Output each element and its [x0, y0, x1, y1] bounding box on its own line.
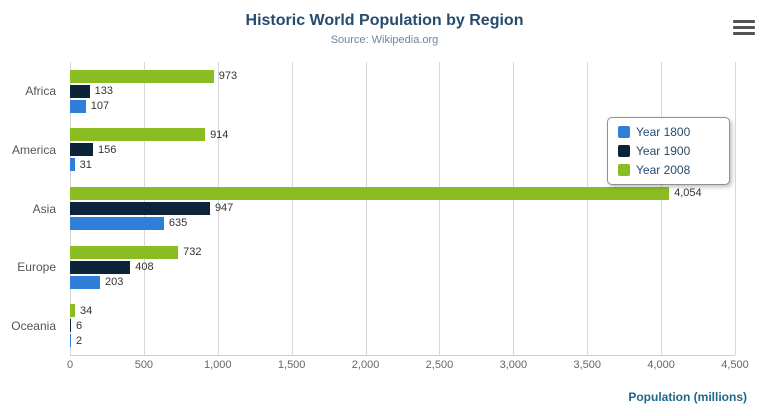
bar-value-label: 34 [80, 304, 93, 317]
category-label: Europe [17, 260, 56, 275]
bar-value-label: 203 [104, 276, 124, 289]
bar-asia-year-1800[interactable] [70, 216, 164, 230]
x-axis-tick-labels: 0 500 1,000 1,500 2,000 2,500 3,000 3,500 4,000 4… [66, 359, 749, 375]
bar-africa-year-2008[interactable] [70, 69, 214, 83]
x-tick-label: 1,000 [204, 359, 232, 371]
bar-line: 732 [70, 245, 735, 259]
bar-europe-year-1900[interactable] [70, 260, 131, 274]
legend-label: Year 1800 [636, 125, 691, 139]
bar-value-label: 973 [218, 70, 238, 83]
gridline [217, 62, 219, 355]
gridline [365, 62, 367, 355]
bar-line: 156 [70, 143, 735, 157]
hamburger-bar [733, 20, 755, 23]
gridline [439, 62, 441, 355]
legend-swatch-year-1800 [618, 126, 630, 138]
bar-asia-year-2008[interactable] [70, 186, 670, 200]
bar-line: 635 [70, 216, 735, 230]
category-label: Oceania [11, 318, 56, 333]
bar-line: 914 [70, 128, 735, 142]
bar-america-year-2008[interactable] [70, 128, 206, 142]
hamburger-bar [733, 26, 755, 29]
bar-group-asia: 4,054 947 635 [70, 179, 735, 238]
bar-value-label: 4,054 [674, 187, 702, 200]
chart-subtitle: Source: Wikipedia.org [330, 34, 439, 46]
bar-line: 4,054 [70, 186, 735, 200]
bar-value-label: 107 [90, 100, 110, 113]
bar-africa-year-1800[interactable] [70, 99, 86, 113]
bar-value-label: 947 [214, 202, 234, 215]
bar-line: 408 [70, 260, 735, 274]
bar-africa-year-1900[interactable] [70, 84, 90, 98]
bar-line: 34 [70, 304, 735, 318]
bar-group-africa: 973 133 107 [70, 62, 735, 121]
x-tick-label: 4,000 [647, 359, 675, 371]
legend-label: Year 2008 [636, 163, 691, 177]
bar-value-label: 2 [76, 334, 83, 347]
bar-line: 6 [70, 319, 735, 333]
x-tick-label: 2,000 [351, 359, 380, 371]
bar-value-label: 408 [135, 261, 154, 274]
x-axis-line [70, 355, 735, 356]
bar-value-label: 31 [79, 158, 92, 171]
legend-swatch-year-2008 [618, 164, 630, 176]
bar-group-europe: 732 408 203 [70, 238, 735, 297]
bar-group-oceania: 34 6 2 [70, 296, 735, 355]
bar-value-label: 6 [76, 319, 83, 332]
bar-value-label: 732 [183, 246, 202, 259]
gridline [661, 62, 663, 355]
legend-item-year-2008[interactable]: Year 2008 [618, 163, 719, 177]
plot-area: 973 133 107 914 156 31 4,054 947 635 732 408 203 34 6… [70, 62, 736, 356]
bar-value-label: 635 [168, 217, 188, 230]
bar-europe-year-1800[interactable] [70, 275, 100, 289]
bar-line: 203 [70, 275, 735, 289]
legend: Year 1800 Year 1900 Year 2008 [607, 117, 730, 185]
x-tick-label: 1,500 [277, 359, 306, 371]
legend-label: Year 1900 [636, 144, 691, 158]
bar-america-year-1800[interactable] [70, 158, 75, 172]
bar-value-label: 156 [98, 143, 117, 156]
bar-group-america: 914 156 31 [70, 121, 735, 180]
bar-line: 31 [70, 158, 735, 172]
category-label: Africa [25, 84, 56, 99]
x-tick-label: 2,500 [425, 359, 454, 371]
bar-line: 107 [70, 99, 735, 113]
category-label: America [11, 142, 56, 157]
x-tick-label: 500 [134, 359, 154, 371]
legend-item-year-1800[interactable]: Year 1800 [618, 125, 719, 139]
x-tick-label: 3,500 [573, 359, 601, 371]
hamburger-menu-icon[interactable] [733, 20, 755, 35]
bar-line: 973 [70, 69, 735, 83]
chart-title: Historic World Population by Region [245, 12, 524, 29]
x-tick-label: 3,000 [499, 359, 528, 371]
x-axis-title: Population (millions) [628, 390, 747, 404]
bar-line: 947 [70, 201, 735, 215]
bar-america-year-1900[interactable] [70, 143, 94, 157]
bar-oceania-year-1800[interactable] [70, 334, 71, 348]
category-axis-labels: Africa America Asia Europe Oceania [0, 62, 64, 355]
gridline [513, 62, 515, 355]
x-tick-label: 4,500 [721, 359, 749, 371]
hamburger-bar [733, 32, 755, 35]
legend-swatch-year-1900 [618, 145, 630, 157]
bar-value-label: 914 [210, 128, 229, 141]
bar-oceania-year-1900[interactable] [70, 319, 71, 333]
gridline [291, 62, 293, 355]
gridline [587, 62, 589, 355]
bar-asia-year-1900[interactable] [70, 201, 210, 215]
gridline [735, 62, 736, 355]
bar-line: 133 [70, 84, 735, 98]
bar-europe-year-2008[interactable] [70, 245, 179, 259]
bar-value-label: 133 [94, 85, 113, 98]
bar-oceania-year-2008[interactable] [70, 304, 76, 318]
x-tick-label: 0 [66, 359, 74, 371]
legend-item-year-1900[interactable]: Year 1900 [618, 144, 719, 158]
bar-line: 2 [70, 334, 735, 348]
category-label: Asia [32, 201, 56, 216]
